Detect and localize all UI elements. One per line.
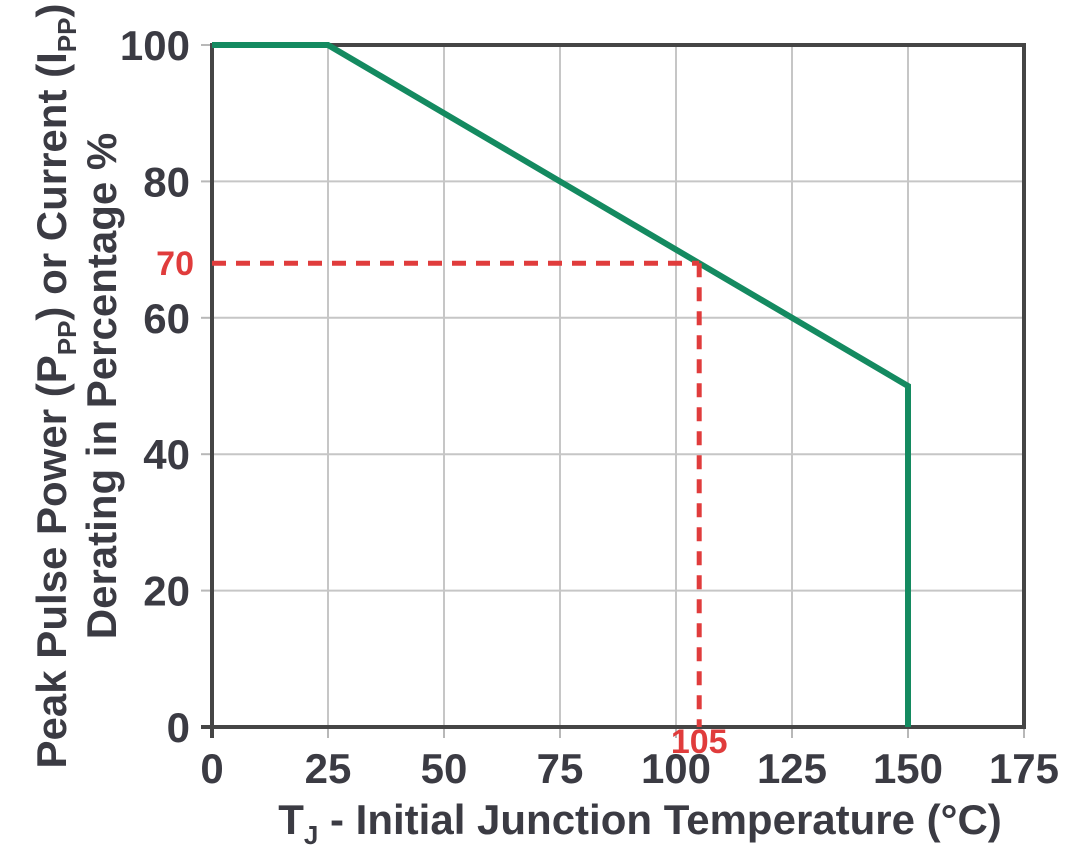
- x-tick-label: 50: [421, 745, 468, 792]
- x-tick-label: 175: [989, 745, 1059, 792]
- derating-curve: [212, 42, 911, 727]
- x-axis-title: TJ - Initial Junction Temperature (°C): [278, 796, 1002, 850]
- x-tick-label: 125: [757, 745, 827, 792]
- y-tick-label: 60: [143, 295, 190, 342]
- annotation-y-label: 70: [156, 245, 194, 283]
- x-tick-label: 150: [873, 745, 943, 792]
- y-tick-label: 80: [143, 158, 190, 205]
- x-tick-label: 75: [537, 745, 584, 792]
- x-tick-label: 100: [641, 745, 711, 792]
- x-tick-label: 0: [200, 745, 223, 792]
- y-tick-label: 0: [167, 704, 190, 751]
- y-tick-label: 40: [143, 431, 190, 478]
- y-tick-label: 100: [120, 22, 190, 69]
- x-tick-label: 25: [305, 745, 352, 792]
- y-axis-title-line2: Derating in Percentage %: [78, 133, 125, 639]
- annotation-x-label: 105: [671, 723, 728, 761]
- y-axis-title-line1: Peak Pulse Power (PPP) or Current (IPP): [28, 4, 82, 769]
- plot-border: [210, 43, 1026, 729]
- y-tick-label: 20: [143, 568, 190, 615]
